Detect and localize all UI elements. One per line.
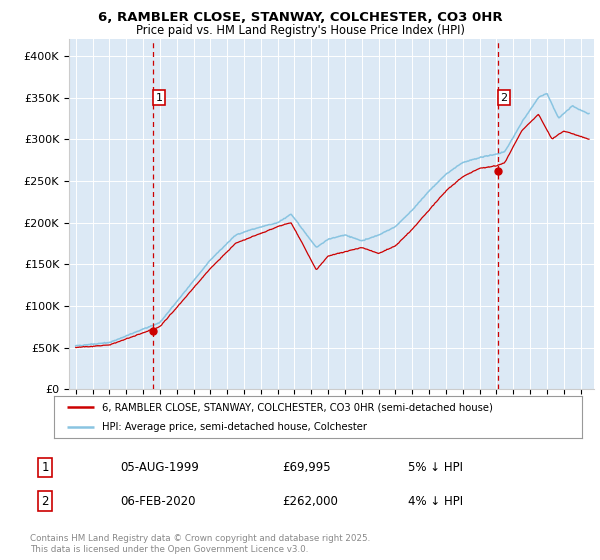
Text: 1: 1 [155, 92, 163, 102]
Text: 05-AUG-1999: 05-AUG-1999 [120, 461, 199, 474]
Text: 2: 2 [500, 92, 508, 102]
Text: 5% ↓ HPI: 5% ↓ HPI [408, 461, 463, 474]
Text: 2: 2 [41, 494, 49, 508]
Text: 1: 1 [41, 461, 49, 474]
Text: HPI: Average price, semi-detached house, Colchester: HPI: Average price, semi-detached house,… [101, 422, 367, 432]
Text: 4% ↓ HPI: 4% ↓ HPI [408, 494, 463, 508]
Text: 6, RAMBLER CLOSE, STANWAY, COLCHESTER, CO3 0HR: 6, RAMBLER CLOSE, STANWAY, COLCHESTER, C… [98, 11, 502, 24]
Text: £262,000: £262,000 [282, 494, 338, 508]
Text: £69,995: £69,995 [282, 461, 331, 474]
Text: 6, RAMBLER CLOSE, STANWAY, COLCHESTER, CO3 0HR (semi-detached house): 6, RAMBLER CLOSE, STANWAY, COLCHESTER, C… [101, 402, 493, 412]
Text: Price paid vs. HM Land Registry's House Price Index (HPI): Price paid vs. HM Land Registry's House … [136, 24, 464, 36]
Text: 06-FEB-2020: 06-FEB-2020 [120, 494, 196, 508]
Text: Contains HM Land Registry data © Crown copyright and database right 2025.
This d: Contains HM Land Registry data © Crown c… [30, 534, 370, 554]
